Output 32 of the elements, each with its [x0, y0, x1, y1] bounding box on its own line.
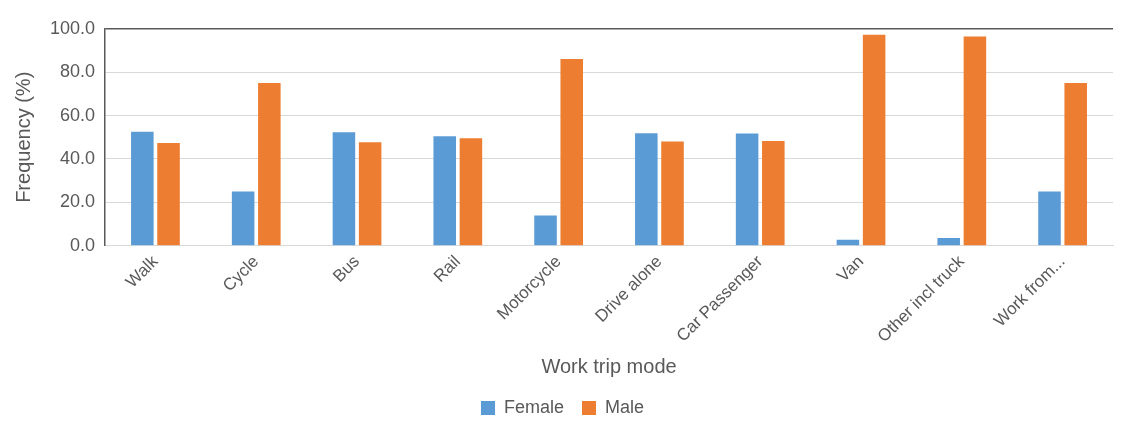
y-tick-label: 80.0 — [60, 61, 96, 82]
bar — [157, 142, 180, 246]
bar — [433, 136, 456, 246]
bar — [258, 83, 281, 246]
bar — [1038, 191, 1061, 246]
y-axis-title: Frequency (%) — [11, 71, 34, 203]
y-tick-label: 0.0 — [70, 234, 96, 255]
bar — [332, 132, 356, 246]
bar — [358, 142, 382, 246]
bar — [937, 237, 960, 246]
y-tick-label: 40.0 — [60, 147, 96, 168]
bar — [1064, 83, 1087, 246]
bar — [862, 34, 886, 246]
bar — [735, 133, 759, 246]
x-tick-label: Van — [833, 251, 868, 286]
bar — [131, 131, 154, 246]
x-axis-title: Work trip mode — [541, 354, 677, 377]
bar — [459, 138, 483, 246]
y-tick-label: 100.0 — [50, 17, 96, 38]
y-tick-label: 60.0 — [60, 104, 96, 125]
legend-label: Male — [605, 396, 645, 417]
bar — [635, 133, 658, 246]
bar — [963, 36, 987, 246]
bar — [231, 191, 255, 246]
y-tick-label: 20.0 — [60, 191, 96, 212]
bar — [534, 215, 557, 246]
legend-label: Female — [503, 396, 565, 417]
bar — [661, 141, 684, 246]
x-tick-label: Bus — [329, 251, 364, 286]
x-tick-label: Rail — [429, 251, 464, 286]
bar — [560, 58, 583, 246]
bar — [762, 140, 785, 246]
